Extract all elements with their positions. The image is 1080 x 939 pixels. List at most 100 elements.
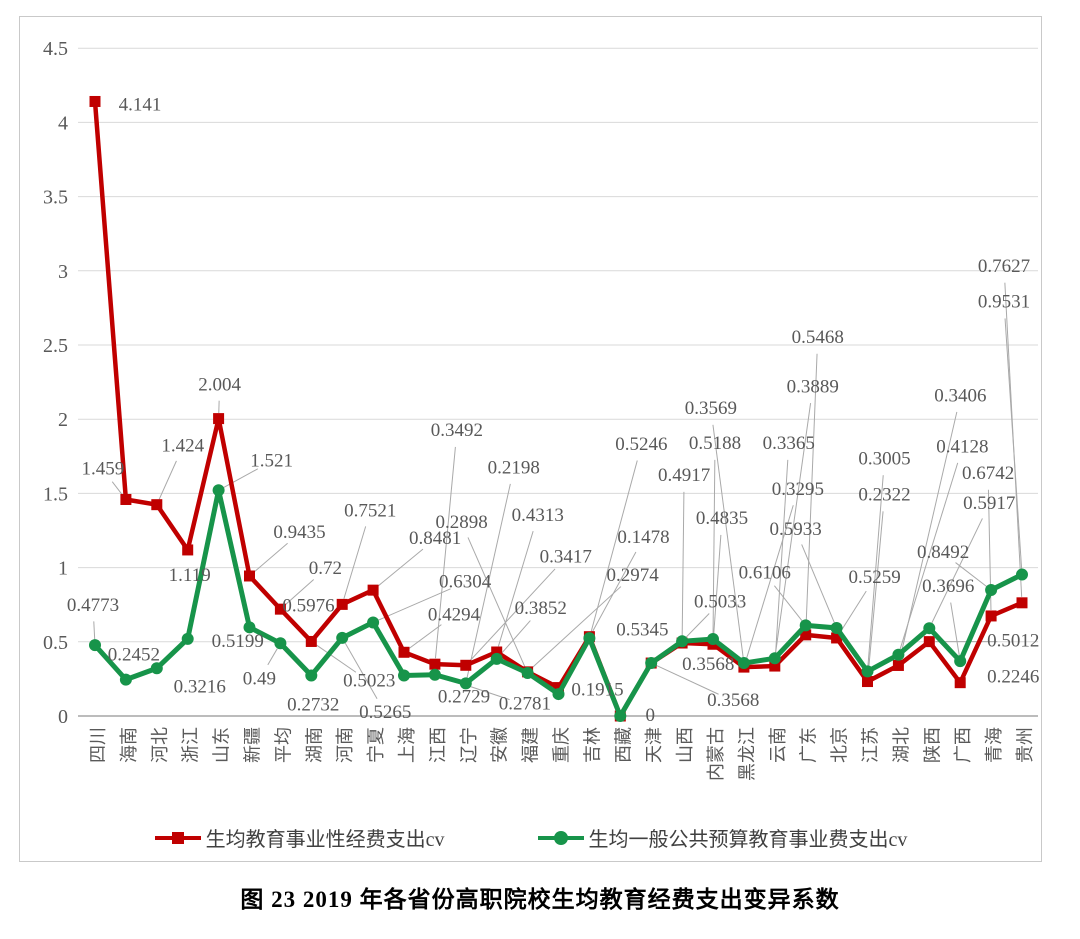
data-label: 0.5265 <box>359 702 411 723</box>
data-label: 0.1478 <box>617 527 669 548</box>
data-point-circle <box>614 710 627 722</box>
data-label: 0.4294 <box>428 604 481 625</box>
x-axis-tick-label: 内蒙古 <box>706 727 726 781</box>
y-axis-tick-label: 1.5 <box>43 483 68 505</box>
data-point-circle <box>305 669 318 682</box>
data-label-leader-line <box>377 548 424 587</box>
data-label: 1.119 <box>169 565 211 586</box>
data-label-leader-line <box>712 459 716 634</box>
data-label-leader-line <box>839 590 867 634</box>
data-label-leader-line <box>93 621 96 640</box>
legend-label-red: 生均教育事业性经费支出cv <box>205 829 445 851</box>
x-axis-tick-label: 天津 <box>644 727 664 763</box>
data-label-leader-line <box>955 562 987 587</box>
data-point-circle <box>367 616 380 629</box>
data-point-circle <box>459 677 472 690</box>
data-point-square <box>367 584 379 596</box>
data-point-circle <box>521 666 534 679</box>
data-point-square <box>305 635 317 647</box>
data-label: 1.459 <box>82 458 125 479</box>
data-label: 0.5246 <box>615 434 667 455</box>
data-label: 0.9531 <box>978 292 1030 313</box>
data-label: 0.5933 <box>769 519 821 540</box>
data-label: 0.9435 <box>273 522 325 543</box>
x-axis-tick-label: 山西 <box>675 727 695 763</box>
data-label: 0.49 <box>243 668 276 689</box>
data-label-leader-line <box>774 459 789 661</box>
data-point-square <box>460 659 472 671</box>
data-label: 0.6106 <box>739 562 791 583</box>
legend-circle-marker-icon <box>537 830 584 845</box>
data-label: 0.5976 <box>282 595 334 616</box>
data-label-leader-line <box>899 462 959 650</box>
data-point-circle <box>985 583 998 596</box>
data-label-leader-line <box>950 602 960 656</box>
data-label: 2.004 <box>198 375 241 396</box>
data-label: 0.3406 <box>934 385 986 406</box>
data-label-leader-line <box>316 644 357 673</box>
data-point-square <box>274 603 286 615</box>
y-axis-tick-label: 0 <box>58 706 68 728</box>
data-point-circle <box>954 655 967 668</box>
data-label: 0.3295 <box>772 479 824 500</box>
data-point-circle <box>243 621 256 634</box>
chart-frame: 0 0.5 1 1.5 2 2.5 3 3.5 4 4.5 四川 海南 河北 浙江 山东 新疆 平均 湖南 河南 宁夏… <box>19 16 1042 862</box>
data-point-circle <box>212 484 225 497</box>
data-label-leader-line <box>685 613 710 638</box>
legend-item-red: 生均教育事业性经费支出cv <box>154 823 445 852</box>
data-label: 0.2974 <box>606 565 659 586</box>
data-label-leader-line <box>111 481 123 496</box>
data-label: 0.3568 <box>707 690 759 711</box>
x-axis-tick-label: 海南 <box>119 727 139 763</box>
data-label: 4.141 <box>119 94 162 115</box>
x-axis-tick-label: 江西 <box>428 727 448 763</box>
data-point-square <box>862 676 873 688</box>
data-label: 0.8481 <box>409 528 461 549</box>
data-label: 0.4128 <box>936 437 988 458</box>
x-axis-tick-label: 新疆 <box>243 727 263 763</box>
data-label: 0.3417 <box>540 546 592 567</box>
data-point-circle <box>583 632 596 645</box>
legend-square-marker-icon <box>154 831 201 844</box>
data-point-square <box>398 646 410 658</box>
data-label: 0.2729 <box>438 687 490 708</box>
data-point-circle <box>645 657 658 670</box>
data-label-leader-line <box>378 588 451 621</box>
data-label-leader-line <box>467 537 526 668</box>
data-point-circle <box>768 652 781 665</box>
data-label: 0.72 <box>309 558 342 579</box>
data-point-square <box>120 493 132 505</box>
data-point-square <box>769 660 781 672</box>
data-label: 0.3365 <box>763 433 815 454</box>
y-axis-tick-label: 0.5 <box>43 632 68 654</box>
data-label-leader-line <box>434 446 456 659</box>
data-label: 0.5012 <box>987 631 1039 652</box>
data-point-circle <box>150 662 163 675</box>
x-axis-tick-label: 贵州 <box>1015 727 1035 763</box>
data-point-circle <box>676 635 689 648</box>
data-label: 0.4773 <box>67 595 119 616</box>
data-label: 0.2452 <box>108 645 160 666</box>
data-point-circle <box>336 631 349 644</box>
data-label: 0.8492 <box>917 542 969 563</box>
x-axis-tick-label: 宁夏 <box>366 727 386 763</box>
x-axis-tick-label: 黑龙江 <box>737 727 757 781</box>
data-label: 0.4917 <box>658 465 710 486</box>
data-label-leader-line <box>267 648 278 666</box>
x-axis-tick-label: 湖南 <box>304 727 324 763</box>
data-label: 0.7627 <box>978 256 1030 277</box>
data-point-square <box>985 610 997 622</box>
x-axis-tick-label: 福建 <box>521 727 541 763</box>
data-label-leader-line <box>253 542 288 573</box>
data-point-circle <box>923 622 936 635</box>
data-label: 0.2322 <box>858 485 910 506</box>
data-label: 0.7521 <box>344 500 396 521</box>
data-label-leader-line <box>500 620 531 655</box>
x-axis-tick-label: 河南 <box>335 727 355 763</box>
data-label-leader-line <box>867 475 884 666</box>
data-point-square <box>1016 597 1028 609</box>
data-point-circle <box>428 668 441 681</box>
data-point-square <box>336 598 348 610</box>
x-axis-tick-label: 青海 <box>984 727 1004 763</box>
